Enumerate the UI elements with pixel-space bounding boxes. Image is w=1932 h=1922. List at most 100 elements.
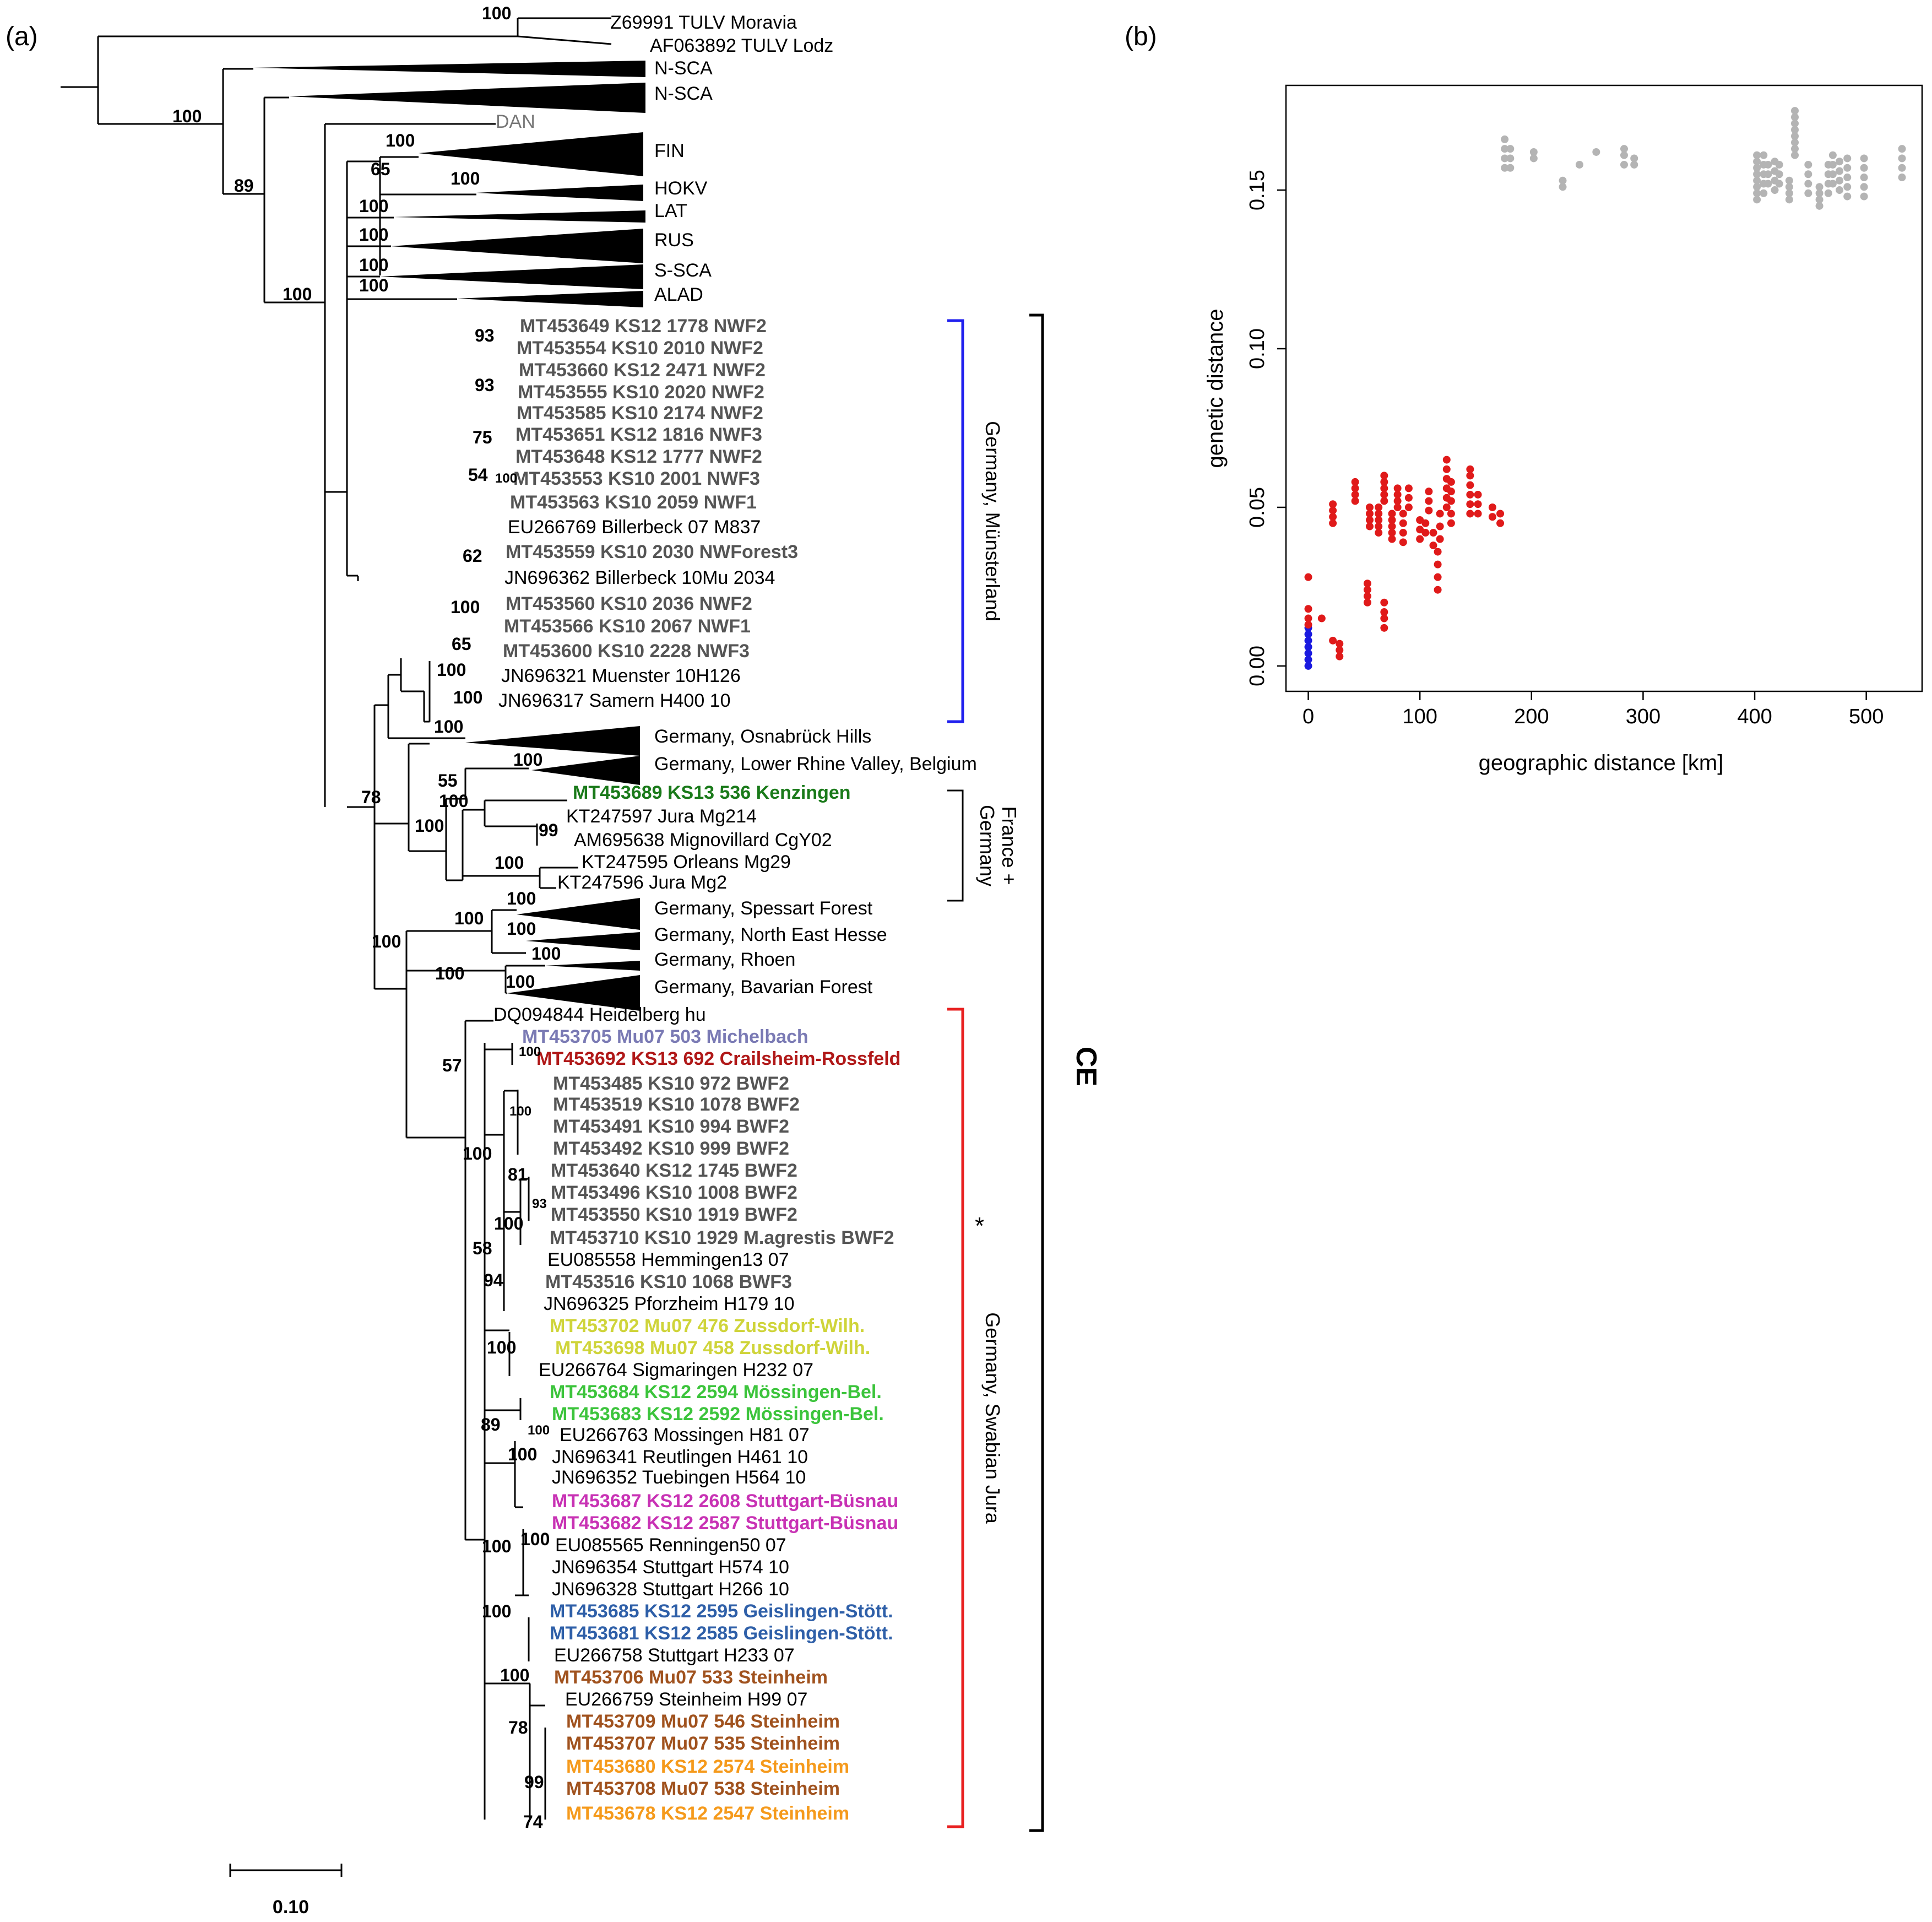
- bootstrap-value: 100: [507, 889, 536, 908]
- data-point: [1828, 170, 1837, 178]
- data-point: [1388, 522, 1396, 530]
- collapsed-clade-wedge: [391, 229, 643, 263]
- data-point: [1466, 500, 1474, 508]
- leaf-label: AM695638 Mignovillard CgY02: [574, 830, 832, 851]
- leaf-label: MT453682 KS12 2587 Stuttgart-Büsnau: [552, 1513, 898, 1534]
- data-point: [1501, 135, 1509, 143]
- leaf-label: HOKV: [654, 178, 708, 199]
- bootstrap-value: 100: [359, 275, 388, 295]
- y-tick-label: 0.10: [1246, 328, 1269, 369]
- bootstrap-value: 58: [473, 1238, 492, 1258]
- data-point: [1836, 176, 1844, 185]
- data-point: [1775, 180, 1783, 188]
- x-tick-label: 0: [1303, 705, 1314, 728]
- data-point: [1388, 510, 1396, 518]
- leaf-label: MT453702 Mu07 476 Zussdorf-Wilh.: [550, 1315, 865, 1336]
- data-point: [1791, 113, 1799, 121]
- bootstrap-value: 100: [372, 932, 401, 951]
- bracket-label: Germany, Swabian Jura: [981, 1312, 1004, 1524]
- bootstrap-value: 100: [463, 1144, 492, 1163]
- data-point: [1304, 656, 1312, 664]
- data-point: [1791, 126, 1799, 134]
- data-point: [1304, 614, 1312, 622]
- data-point: [1336, 652, 1344, 660]
- data-point: [1860, 164, 1868, 172]
- data-point: [1351, 478, 1359, 486]
- data-point: [1824, 189, 1832, 197]
- leaf-label: FIN: [654, 140, 685, 161]
- leaf-label: MT453692 KS13 692 Crailsheim-Rossfeld: [536, 1048, 900, 1069]
- leaf-label: MT453519 KS10 1078 BWF2: [553, 1094, 800, 1115]
- data-point: [1399, 529, 1407, 537]
- data-point: [1380, 472, 1388, 480]
- data-point: [1380, 490, 1388, 499]
- data-point: [1365, 503, 1374, 511]
- data-point: [1447, 519, 1455, 527]
- leaf-label: KT247595 Orleans Mg29: [582, 852, 791, 873]
- leaf-label: MT453707 Mu07 535 Steinheim: [566, 1733, 840, 1754]
- bootstrap-value: 100: [415, 816, 444, 836]
- data-point: [1388, 535, 1396, 543]
- leaf-label: MT453516 KS10 1068 BWF3: [545, 1271, 792, 1292]
- collapsed-clade-wedge: [457, 291, 643, 307]
- data-point: [1421, 529, 1430, 537]
- data-point: [1804, 180, 1812, 188]
- data-point: [1496, 519, 1505, 527]
- leaf-label: JN696362 Billerbeck 10Mu 2034: [504, 567, 775, 588]
- clade-bracket: [947, 319, 964, 723]
- data-point: [1506, 145, 1515, 153]
- x-tick-label: 400: [1737, 705, 1772, 728]
- collapsed-clade-wedge: [289, 83, 645, 113]
- data-point: [1474, 510, 1482, 518]
- data-point: [1791, 107, 1799, 115]
- collapsed-clade-wedge: [419, 132, 643, 176]
- data-point: [1836, 158, 1844, 166]
- leaf-label: MT453560 KS10 2036 NWF2: [506, 593, 752, 614]
- bootstrap-value: 100: [495, 853, 524, 873]
- data-point: [1429, 529, 1437, 537]
- data-point: [1753, 170, 1761, 178]
- bootstrap-value: 57: [442, 1055, 462, 1075]
- leaf-label: EU266759 Steinheim H99 07: [565, 1689, 807, 1710]
- data-point: [1474, 490, 1482, 499]
- leaf-label: MT453554 KS10 2010 NWF2: [517, 338, 763, 359]
- leaf-label: JN696354 Stuttgart H574 10: [552, 1557, 789, 1578]
- data-point: [1791, 145, 1799, 153]
- leaf-label: MT453640 KS12 1745 BWF2: [551, 1160, 797, 1181]
- data-point: [1860, 154, 1868, 163]
- leaf-label: JN696317 Samern H400 10: [498, 690, 731, 711]
- data-point: [1447, 510, 1455, 518]
- bracket-label-line: Germany: [976, 805, 998, 886]
- data-point: [1843, 192, 1852, 201]
- data-point: [1836, 186, 1844, 194]
- leaf-label: MT453705 Mu07 503 Michelbach: [522, 1026, 808, 1047]
- data-point: [1815, 189, 1824, 197]
- leaf-label: MT453687 KS12 2608 Stuttgart-Büsnau: [552, 1491, 898, 1512]
- data-point: [1775, 170, 1783, 178]
- data-point: [1304, 662, 1312, 670]
- data-point: [1404, 503, 1413, 511]
- data-point: [1304, 636, 1312, 645]
- leaf-label: RUS: [654, 230, 694, 251]
- data-point: [1442, 503, 1451, 511]
- leaf-label: EU266758 Stuttgart H233 07: [554, 1645, 795, 1666]
- data-point: [1630, 154, 1638, 163]
- leaf-label: JN696328 Stuttgart H266 10: [552, 1579, 789, 1600]
- data-point: [1442, 465, 1451, 473]
- bootstrap-value: 100: [283, 284, 312, 304]
- leaf-label: MT453649 KS12 1778 NWF2: [520, 316, 767, 337]
- data-point: [1304, 630, 1312, 638]
- bootstrap-value: 100: [520, 1529, 550, 1549]
- x-tick-label: 500: [1849, 705, 1884, 728]
- data-point: [1436, 522, 1444, 530]
- leaf-label: MT453563 KS10 2059 NWF1: [510, 492, 757, 513]
- leaf-label: EU085565 Renningen50 07: [555, 1535, 786, 1556]
- data-point: [1753, 158, 1761, 166]
- bootstrap-value: 55: [438, 771, 458, 791]
- leaf-label: MT453681 KS12 2585 Geislingen-Stött.: [550, 1623, 893, 1644]
- data-point: [1434, 573, 1442, 581]
- data-point: [1442, 456, 1451, 464]
- bootstrap-value: 100: [172, 106, 202, 126]
- leaf-label: MT453710 KS10 1929 M.agrestis BWF2: [550, 1227, 894, 1248]
- data-point: [1753, 151, 1761, 159]
